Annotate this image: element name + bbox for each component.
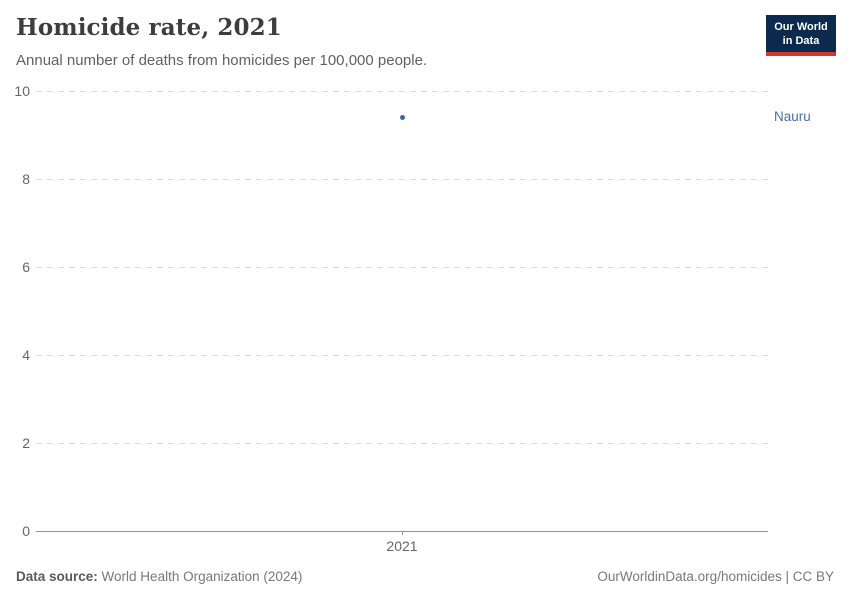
data-source-value: World Health Organization (2024) [101,569,303,584]
y-axis-tick-label: 8 [22,171,30,187]
attribution-note: OurWorldinData.org/homicides | CC BY [597,569,834,584]
y-axis-tick-label: 10 [14,83,30,99]
y-axis-tick-label: 2 [22,435,30,451]
y-axis-tick-label: 6 [22,259,30,275]
gridline [36,179,768,180]
y-axis-tick-label: 4 [22,347,30,363]
attribution-license: | CC BY [781,569,834,584]
owid-logo-line1: Our World [774,21,828,33]
chart-subtitle: Annual number of deaths from homicides p… [16,52,428,69]
data-point-nauru[interactable] [399,114,405,120]
gridline [36,355,768,356]
gridline [36,443,768,444]
data-source-note: Data source: World Health Organization (… [16,569,302,584]
attribution-link[interactable]: OurWorldinData.org/homicides [597,569,782,584]
data-source-label: Data source: [16,569,98,584]
gridline [36,267,768,268]
owid-logo-line2: in Data [782,35,820,48]
y-axis-tick-label: 0 [22,523,30,539]
x-axis-tick [402,531,403,535]
entity-label-nauru[interactable]: Nauru [774,109,811,125]
owid-logo[interactable]: Our World in Data [766,15,836,57]
page-title: Homicide rate, 2021 [16,14,282,41]
x-axis-tick-label: 2021 [386,538,418,554]
gridline [36,91,768,92]
